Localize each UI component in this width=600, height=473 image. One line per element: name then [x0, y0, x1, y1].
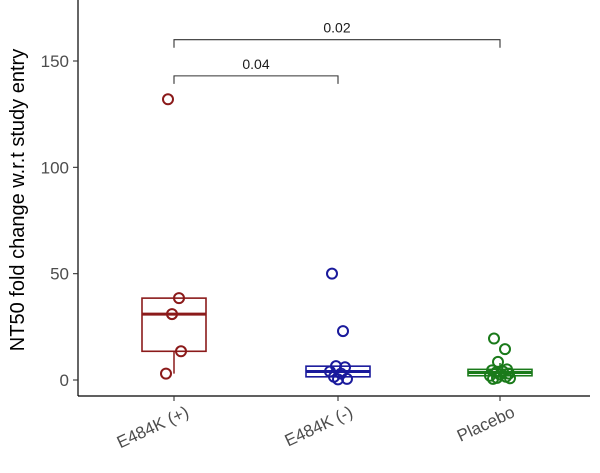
- x-tick-label: E484K (+): [114, 402, 192, 452]
- p-value-label: 0.04: [242, 56, 269, 72]
- y-tick-label: 50: [50, 265, 69, 284]
- data-point: [326, 267, 338, 280]
- data-point: [175, 345, 187, 358]
- plot-marks: 0 50 100 150 E484K (+) E484K (-) Placebo 0.04 0.…: [41, 0, 590, 452]
- data-point: [499, 343, 511, 356]
- data-point: [332, 373, 344, 386]
- data-point: [173, 292, 185, 305]
- significance-bracket: [173, 39, 501, 48]
- data-point: [166, 308, 178, 321]
- y-tick-label: 100: [41, 158, 69, 177]
- data-point: [162, 93, 174, 106]
- x-tick-label: E484K (-): [282, 402, 356, 450]
- data-point: [504, 372, 516, 385]
- data-point: [488, 332, 500, 345]
- y-tick-label: 150: [41, 52, 69, 71]
- y-axis-title: NT50 fold change w.r.t study entry: [7, 49, 29, 351]
- x-tick-label: Placebo: [454, 402, 518, 445]
- significance-bracket: [173, 75, 339, 84]
- data-point: [484, 369, 496, 382]
- p-value-label: 0.02: [323, 20, 350, 36]
- box: [141, 297, 207, 353]
- data-point: [487, 372, 499, 385]
- data-point: [337, 325, 349, 338]
- data-point: [160, 367, 172, 380]
- y-tick-label: 0: [60, 371, 69, 390]
